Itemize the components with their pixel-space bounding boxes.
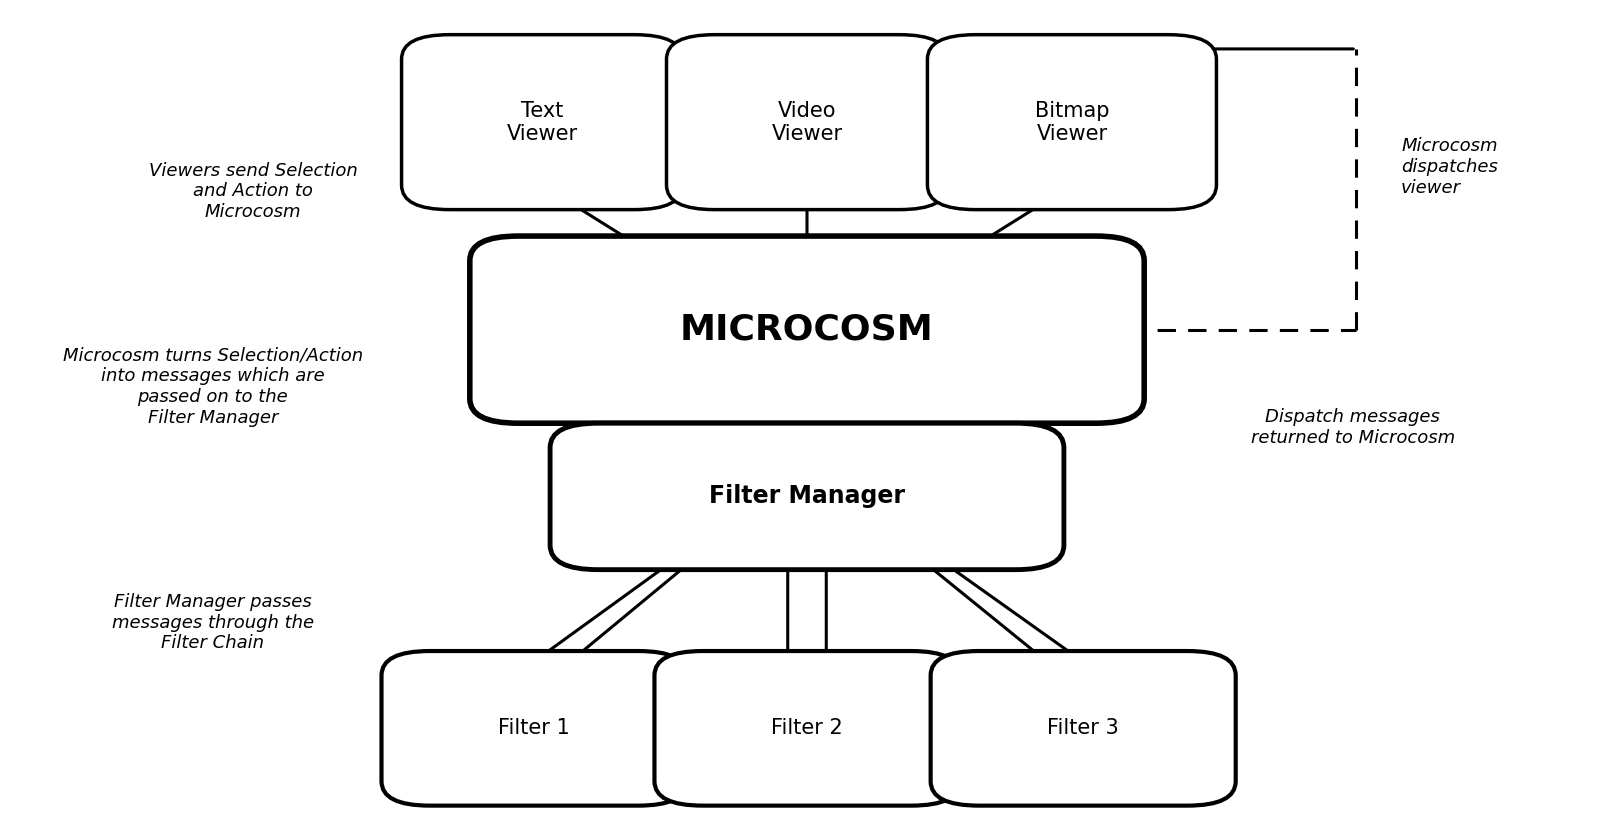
Text: Video
Viewer: Video Viewer [771, 100, 843, 144]
FancyBboxPatch shape [654, 651, 960, 806]
FancyBboxPatch shape [931, 651, 1236, 806]
Text: Filter 1: Filter 1 [499, 718, 570, 738]
Text: Viewers send Selection
and Action to
Microcosm: Viewers send Selection and Action to Mic… [148, 161, 357, 221]
FancyBboxPatch shape [667, 35, 947, 210]
Text: Microcosm
dispatches
viewer: Microcosm dispatches viewer [1401, 137, 1498, 196]
Text: Filter 2: Filter 2 [771, 718, 843, 738]
Text: Dispatch messages
returned to Microcosm: Dispatch messages returned to Microcosm [1251, 408, 1454, 446]
Text: Text
Viewer: Text Viewer [507, 100, 578, 144]
FancyBboxPatch shape [928, 35, 1217, 210]
FancyBboxPatch shape [402, 35, 683, 210]
Text: Filter Manager: Filter Manager [709, 484, 905, 509]
Text: Filter 3: Filter 3 [1047, 718, 1119, 738]
FancyBboxPatch shape [381, 651, 686, 806]
Text: MICROCOSM: MICROCOSM [679, 312, 935, 347]
Text: Filter Manager passes
messages through the
Filter Chain: Filter Manager passes messages through t… [111, 593, 315, 653]
FancyBboxPatch shape [550, 423, 1064, 570]
FancyBboxPatch shape [470, 236, 1144, 423]
Text: Bitmap
Viewer: Bitmap Viewer [1035, 100, 1109, 144]
Text: Microcosm turns Selection/Action
into messages which are
passed on to the
Filter: Microcosm turns Selection/Action into me… [63, 346, 363, 427]
